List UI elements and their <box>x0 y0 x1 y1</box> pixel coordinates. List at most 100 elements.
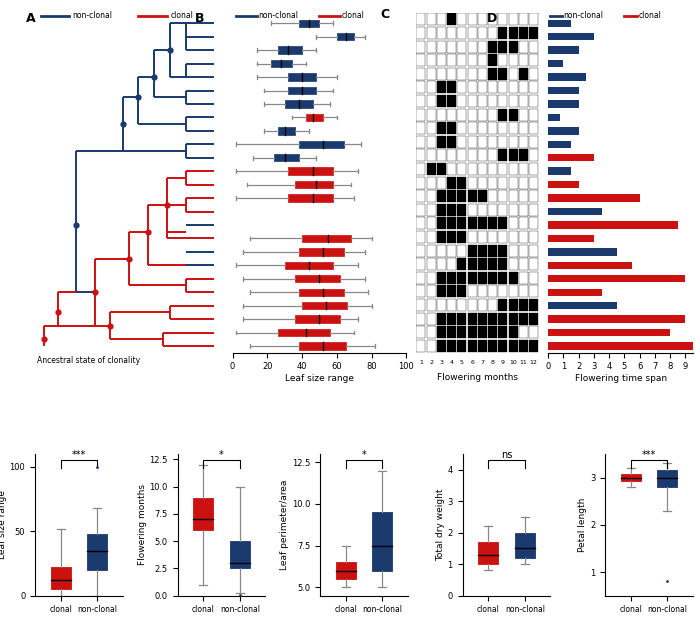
Bar <box>478 299 487 311</box>
Bar <box>437 41 446 53</box>
Bar <box>478 190 487 203</box>
Bar <box>529 313 538 325</box>
Bar <box>529 41 538 53</box>
Bar <box>457 177 466 189</box>
Text: ***: *** <box>72 450 86 460</box>
Bar <box>519 163 528 175</box>
Bar <box>519 272 528 284</box>
Text: 1: 1 <box>419 359 423 364</box>
Bar <box>468 41 477 53</box>
Bar <box>447 122 456 134</box>
Bar <box>447 27 456 39</box>
Bar <box>447 218 456 229</box>
Bar <box>548 154 594 161</box>
Bar <box>529 340 538 352</box>
Bar <box>488 82 497 93</box>
Bar <box>498 258 508 270</box>
Bar <box>447 41 456 53</box>
Bar <box>498 149 508 161</box>
Bar <box>478 41 487 53</box>
Bar <box>548 302 617 309</box>
Bar <box>299 248 344 256</box>
Bar <box>498 41 508 53</box>
Bar <box>426 27 435 39</box>
Bar <box>299 140 344 148</box>
Bar <box>457 245 466 256</box>
Bar <box>426 299 435 311</box>
Text: 12: 12 <box>530 359 538 364</box>
Text: non-clonal: non-clonal <box>564 11 603 21</box>
Bar <box>509 122 518 134</box>
Bar <box>426 231 435 243</box>
Bar <box>509 41 518 53</box>
Text: Flowering months: Flowering months <box>437 373 518 382</box>
Bar <box>457 340 466 352</box>
Bar <box>416 204 426 216</box>
Bar <box>306 113 323 121</box>
Bar <box>519 68 528 80</box>
Bar <box>457 163 466 175</box>
Bar <box>529 82 538 93</box>
Bar <box>416 149 426 161</box>
Bar <box>509 68 518 80</box>
Bar <box>488 27 497 39</box>
Bar <box>437 218 446 229</box>
Bar <box>288 167 333 175</box>
Bar <box>193 497 214 530</box>
Bar <box>519 136 528 148</box>
Bar <box>488 313 497 325</box>
Bar <box>488 299 497 311</box>
Bar <box>426 13 435 25</box>
Bar <box>468 122 477 134</box>
Bar <box>529 326 538 339</box>
Bar <box>457 41 466 53</box>
Bar <box>519 54 528 66</box>
Bar <box>468 190 477 203</box>
Bar <box>529 177 538 189</box>
Bar <box>529 95 538 107</box>
Bar <box>488 340 497 352</box>
Bar <box>271 60 292 67</box>
Bar <box>488 68 497 80</box>
Bar <box>437 82 446 93</box>
Bar <box>529 136 538 148</box>
Bar <box>529 258 538 270</box>
Bar <box>548 167 571 175</box>
Bar <box>288 194 333 202</box>
Bar <box>509 95 518 107</box>
Bar <box>498 326 508 339</box>
Bar <box>498 245 508 256</box>
Bar <box>447 204 456 216</box>
Bar <box>548 248 617 256</box>
Bar <box>457 299 466 311</box>
Bar <box>468 204 477 216</box>
Bar <box>548 342 693 350</box>
Text: ***: *** <box>642 450 656 460</box>
Bar <box>457 204 466 216</box>
Bar <box>416 272 426 284</box>
Bar <box>529 231 538 243</box>
Bar <box>468 13 477 25</box>
Bar <box>416 190 426 203</box>
Bar <box>457 272 466 284</box>
Bar <box>509 258 518 270</box>
Bar <box>519 245 528 256</box>
Bar <box>548 113 561 121</box>
X-axis label: Flowering time span: Flowering time span <box>575 374 666 383</box>
Bar <box>529 272 538 284</box>
Bar <box>437 299 446 311</box>
Text: 6: 6 <box>470 359 474 364</box>
Bar <box>468 82 477 93</box>
Bar <box>509 285 518 297</box>
Bar <box>509 245 518 256</box>
Bar <box>288 87 316 94</box>
Bar <box>498 340 508 352</box>
Bar <box>416 245 426 256</box>
Bar <box>498 204 508 216</box>
Bar <box>478 54 487 66</box>
Bar <box>457 27 466 39</box>
Bar <box>509 27 518 39</box>
Bar <box>437 54 446 66</box>
Bar <box>478 13 487 25</box>
Bar <box>447 190 456 203</box>
